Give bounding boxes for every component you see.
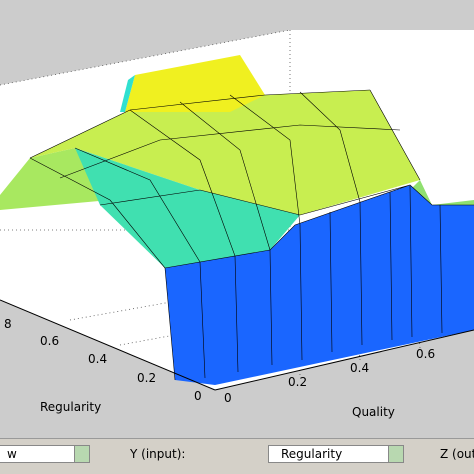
z-output-label: Z (outp xyxy=(440,447,474,461)
x-tick-label: 0.6 xyxy=(416,347,435,361)
surface-plot: 8 0.6 0.4 0.2 0 Regularity 0 0.2 0.4 0.6… xyxy=(0,29,474,419)
x-select[interactable]: w xyxy=(0,445,90,463)
y-tick-label: 0.2 xyxy=(137,371,156,385)
y-tick-label: 8 xyxy=(4,317,12,331)
y-tick-label: 0.4 xyxy=(88,352,107,366)
y-tick-label: 0 xyxy=(194,389,202,403)
x-axis-line xyxy=(214,329,474,391)
x-tick-label: 0 xyxy=(224,391,232,405)
y-select-text: Regularity xyxy=(281,447,343,461)
y-input-label: Y (input): xyxy=(130,447,186,461)
x-tick-label: 0.4 xyxy=(350,361,369,375)
y-tick-label: 0.6 xyxy=(40,334,59,348)
x-select-text: w xyxy=(7,447,17,461)
y-select[interactable]: Regularity xyxy=(268,445,404,463)
y-axis-label: Regularity xyxy=(40,400,101,414)
y-axis-line xyxy=(0,299,216,391)
surface xyxy=(0,55,474,385)
dropdown-arrow[interactable] xyxy=(388,446,403,462)
dropdown-arrow[interactable] xyxy=(74,446,89,462)
x-tick-label: 0.2 xyxy=(288,375,307,389)
x-axis-label: Quality xyxy=(352,405,395,419)
control-bar: w Y (input): Regularity Z (outp xyxy=(0,438,474,474)
